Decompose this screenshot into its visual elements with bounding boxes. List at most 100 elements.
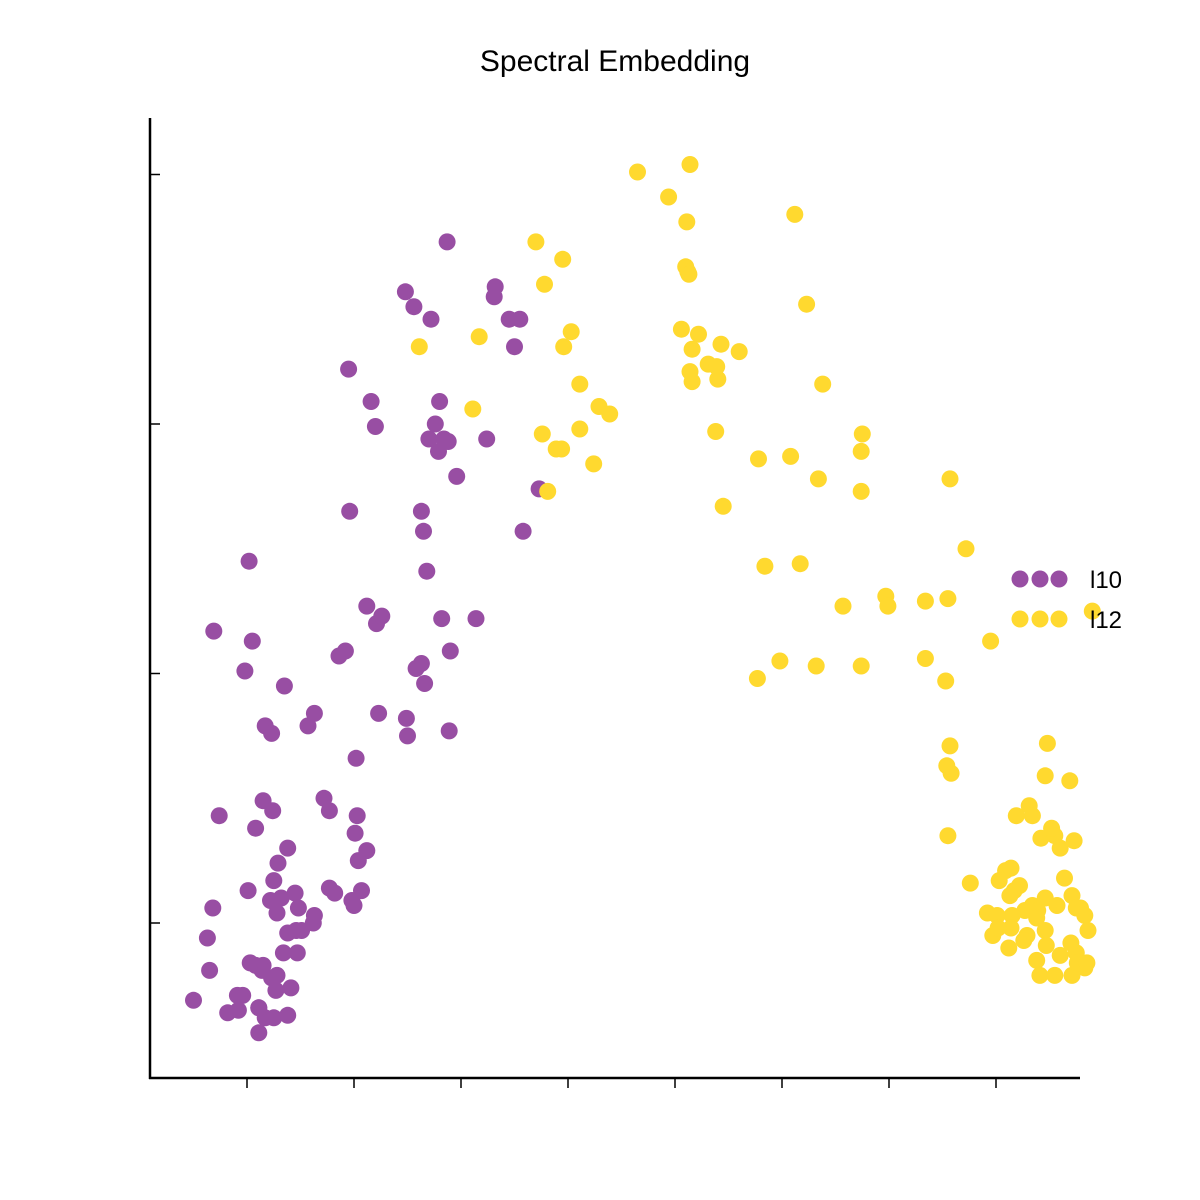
legend-marker	[1050, 610, 1068, 628]
data-point	[262, 892, 279, 909]
legend-marker	[1011, 570, 1029, 588]
data-point	[782, 447, 800, 465]
data-point	[349, 852, 367, 870]
data-point	[750, 450, 767, 468]
data-point	[340, 360, 358, 378]
data-point	[219, 1004, 237, 1022]
data-point	[320, 802, 338, 820]
data-point	[514, 522, 532, 540]
data-point	[1002, 859, 1020, 877]
data-point	[1036, 767, 1054, 785]
data-point	[274, 944, 292, 962]
data-point	[198, 929, 216, 947]
data-point	[275, 677, 293, 695]
data-point	[1079, 922, 1097, 939]
data-point	[282, 979, 300, 997]
data-point	[289, 899, 307, 917]
data-point	[814, 375, 832, 393]
data-point	[264, 802, 282, 820]
legend-label: l12	[1090, 607, 1122, 634]
data-point	[536, 275, 553, 293]
data-point	[347, 749, 365, 767]
data-point	[990, 872, 1008, 890]
data-point	[362, 393, 380, 410]
data-point	[941, 737, 959, 755]
data-point	[629, 163, 646, 181]
data-point	[420, 430, 438, 448]
legend-label: l10	[1090, 567, 1122, 594]
data-point	[957, 540, 975, 558]
data-point	[397, 709, 415, 727]
data-point	[1003, 907, 1021, 924]
data-point	[571, 375, 589, 393]
data-point	[287, 922, 305, 939]
data-point	[470, 328, 488, 346]
data-point	[916, 650, 934, 667]
data-point	[553, 440, 571, 458]
data-point	[1083, 602, 1101, 620]
data-point	[204, 899, 222, 917]
data-point	[1001, 887, 1019, 905]
data-point	[660, 188, 678, 206]
data-point	[268, 904, 286, 922]
data-point	[852, 482, 870, 500]
data-point	[299, 717, 317, 735]
data-point	[601, 405, 619, 423]
legend-marker	[1011, 610, 1029, 628]
data-point	[554, 250, 572, 268]
data-point	[988, 907, 1006, 924]
data-point	[756, 557, 774, 575]
series-l12	[410, 156, 1101, 984]
data-point	[405, 298, 423, 316]
legend-item: l12	[1011, 607, 1122, 634]
data-point	[939, 827, 957, 845]
data-point	[418, 562, 436, 580]
data-point	[1051, 946, 1069, 964]
data-point	[511, 310, 529, 328]
data-point	[265, 872, 283, 890]
data-point	[263, 724, 281, 742]
data-point	[961, 874, 979, 892]
data-point	[412, 655, 430, 672]
data-point	[1002, 919, 1020, 937]
data-point	[268, 966, 286, 984]
data-point	[678, 213, 696, 231]
data-point	[370, 704, 388, 722]
data-point	[205, 622, 223, 640]
chart-title: Spectral Embedding	[480, 45, 750, 78]
data-point	[539, 482, 557, 500]
data-point	[807, 657, 825, 675]
data-point	[786, 205, 804, 223]
data-point	[426, 415, 444, 433]
data-point	[336, 642, 354, 660]
data-point	[809, 470, 827, 488]
data-point	[1056, 869, 1073, 887]
data-point	[712, 335, 730, 353]
data-point	[879, 597, 897, 615]
data-point	[771, 652, 789, 670]
data-point	[286, 884, 304, 902]
data-point	[791, 555, 809, 573]
data-point	[1078, 954, 1096, 972]
data-point	[1028, 951, 1046, 969]
data-point	[506, 338, 523, 356]
data-point	[852, 442, 870, 460]
data-point	[305, 704, 323, 722]
data-point	[1036, 922, 1054, 939]
data-point	[937, 672, 955, 690]
data-point	[1015, 932, 1033, 949]
data-point	[730, 343, 748, 361]
data-point	[341, 502, 359, 520]
data-point	[228, 986, 246, 1004]
data-point	[798, 295, 816, 313]
data-point	[326, 884, 344, 902]
data-point	[941, 470, 959, 488]
legend-marker	[1050, 570, 1068, 588]
data-point	[1028, 909, 1046, 927]
legend-item: l10	[1011, 567, 1122, 594]
data-point	[478, 430, 496, 448]
data-point	[236, 662, 254, 680]
data-point	[366, 418, 384, 435]
data-point	[305, 907, 323, 924]
